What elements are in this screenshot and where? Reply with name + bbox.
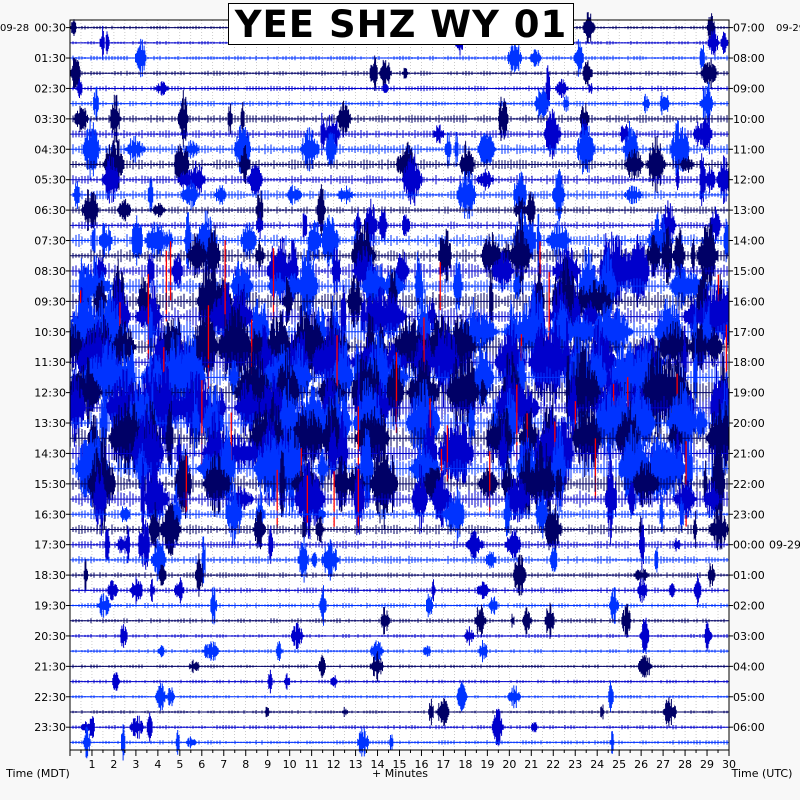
right-time-label: 19:00 — [733, 387, 765, 400]
right-time-label: 09:00 — [733, 82, 765, 95]
left-time-label: 03:30 — [34, 113, 66, 126]
x-tick-label: 24 — [590, 758, 604, 771]
x-tick-label: 27 — [656, 758, 670, 771]
right-time-label: 06:00 — [733, 721, 765, 734]
right-time-label: 08:00 — [733, 52, 765, 65]
left-time-label: 17:30 — [34, 539, 66, 552]
right-time-label: 03:00 — [733, 630, 765, 643]
left-time-label: 07:30 — [34, 235, 66, 248]
left-time-label: 18:30 — [34, 569, 66, 582]
right-time-label: 04:00 — [733, 660, 765, 673]
x-tick-label: 3 — [132, 758, 139, 771]
seismic-trace — [69, 651, 728, 682]
right-time-label: 16:00 — [733, 295, 765, 308]
x-tick-label: 11 — [305, 758, 319, 771]
left-time-label: 23:30 — [34, 721, 66, 734]
chart-title: YEE SHZ WY 01 — [234, 2, 568, 46]
left-date-label: 09-28 — [0, 23, 29, 34]
left-time-label: 02:30 — [34, 82, 66, 95]
right-time-label: 15:00 — [733, 265, 765, 278]
left-time-label: 10:30 — [34, 326, 66, 339]
left-time-label: 00:30 — [34, 22, 66, 35]
right-time-label: 20:00 — [733, 417, 765, 430]
right-time-label: 11:00 — [733, 143, 765, 156]
x-tick-label: 15 — [393, 758, 407, 771]
right-time-label: 10:00 — [733, 113, 765, 126]
left-time-label: 21:30 — [34, 660, 66, 673]
left-time-label: 22:30 — [34, 691, 66, 704]
right-time-label: 01:00 — [733, 569, 765, 582]
x-tick-label: 1 — [88, 758, 95, 771]
left-time-label: 14:30 — [34, 447, 66, 460]
seismic-trace — [69, 680, 728, 713]
right-date-change: 09-29 — [769, 539, 800, 552]
left-time-label: 20:30 — [34, 630, 66, 643]
right-time-label: 07:00 — [733, 22, 765, 35]
x-tick-label: 8 — [242, 758, 249, 771]
left-time-label: 15:30 — [34, 478, 66, 491]
seismic-trace — [69, 55, 728, 91]
left-time-label: 11:30 — [34, 356, 66, 369]
x-tick-label: 10 — [283, 758, 297, 771]
x-tick-label: 29 — [700, 758, 714, 771]
x-tick-label: 16 — [414, 758, 428, 771]
x-tick-label: 23 — [568, 758, 582, 771]
right-time-label: 18:00 — [733, 356, 765, 369]
x-tick-label: 21 — [524, 758, 538, 771]
right-time-label: 02:00 — [733, 600, 765, 613]
x-tick-label: 13 — [349, 758, 363, 771]
left-time-label: 12:30 — [34, 387, 66, 400]
x-tick-label: 28 — [678, 758, 692, 771]
left-time-label: 16:30 — [34, 508, 66, 521]
x-tick-label: 14 — [371, 758, 385, 771]
x-tick-label: 18 — [458, 758, 472, 771]
x-tick-label: 25 — [612, 758, 626, 771]
x-tick-label: 26 — [634, 758, 648, 771]
right-time-label: 17:00 — [733, 326, 765, 339]
left-time-label: 05:30 — [34, 174, 66, 187]
left-time-label: 01:30 — [34, 52, 66, 65]
x-tick-label: 22 — [546, 758, 560, 771]
left-time-label: 09:30 — [34, 295, 66, 308]
seismic-trace — [69, 38, 728, 78]
left-time-label: 04:30 — [34, 143, 66, 156]
left-time-label: 06:30 — [34, 204, 66, 217]
x-tick-label: 2 — [110, 758, 117, 771]
right-time-label: 22:00 — [733, 478, 765, 491]
right-time-label: 23:00 — [733, 508, 765, 521]
right-time-label: 05:00 — [733, 691, 765, 704]
x-tick-label: 12 — [327, 758, 341, 771]
chart-title-box: YEE SHZ WY 01 — [228, 2, 574, 46]
left-time-label: 08:30 — [34, 265, 66, 278]
x-tick-label: 30 — [722, 758, 736, 771]
x-tick-label: 20 — [502, 758, 516, 771]
seismic-trace — [69, 184, 728, 236]
seismic-trace — [69, 536, 728, 584]
x-tick-label: 7 — [220, 758, 227, 771]
right-time-label: 00:00 — [733, 539, 765, 552]
x-axis-title: + Minutes — [372, 767, 428, 780]
right-time-label: 21:00 — [733, 447, 765, 460]
left-axis-title: Time (MDT) — [5, 767, 70, 780]
x-tick-label: 19 — [480, 758, 494, 771]
x-tick-label: 5 — [176, 758, 183, 771]
x-tick-label: 9 — [264, 758, 271, 771]
x-tick-label: 17 — [436, 758, 450, 771]
x-tick-label: 4 — [154, 758, 161, 771]
right-axis-title: Time (UTC) — [731, 767, 793, 780]
right-time-label: 12:00 — [733, 174, 765, 187]
right-time-label: 14:00 — [733, 235, 765, 248]
x-tick-label: 6 — [198, 758, 205, 771]
right-date-label: 09-29 — [776, 23, 800, 34]
right-time-label: 13:00 — [733, 204, 765, 217]
left-time-label: 13:30 — [34, 417, 66, 430]
left-time-label: 19:30 — [34, 600, 66, 613]
